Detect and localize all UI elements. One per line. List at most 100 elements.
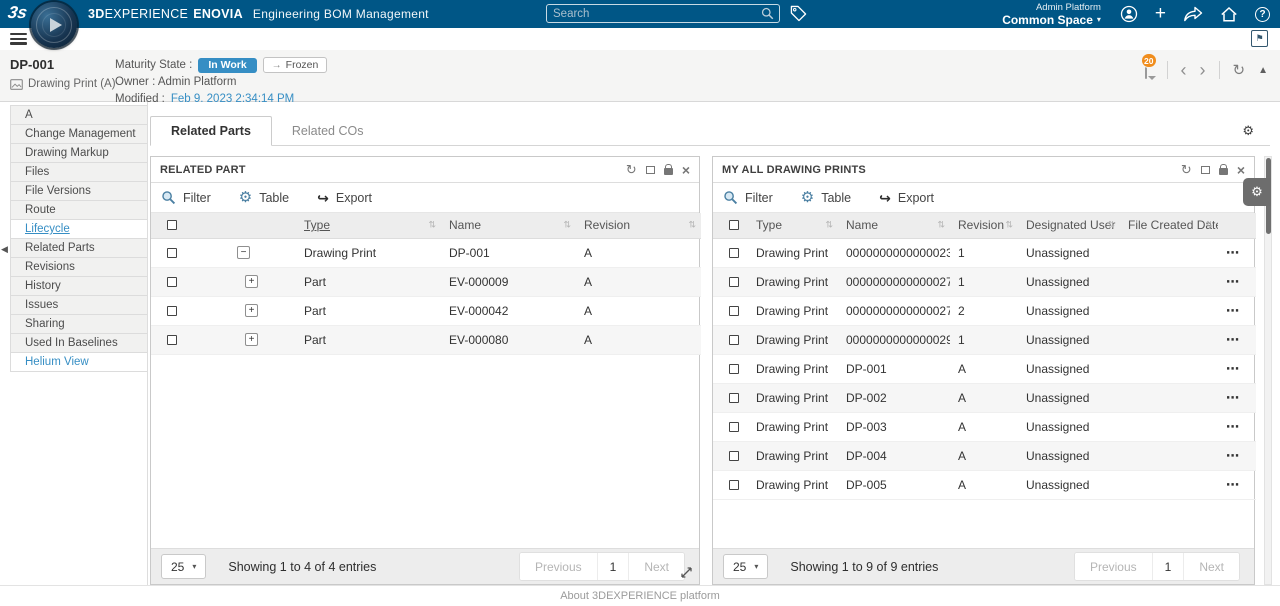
- sidebar-item-lifecycle[interactable]: Lifecycle: [11, 220, 147, 239]
- vertical-scrollbar[interactable]: [1264, 156, 1272, 585]
- sidebar-item-revisions[interactable]: Revisions: [11, 258, 147, 277]
- tab-related-cos[interactable]: Related COs: [272, 117, 384, 145]
- panel-lock-icon[interactable]: [1219, 168, 1228, 175]
- help-icon[interactable]: ?: [1255, 7, 1270, 22]
- row-checkbox[interactable]: [167, 306, 177, 316]
- sidebar-item-a[interactable]: A: [11, 106, 147, 125]
- row-actions-button[interactable]: ⋯: [1226, 390, 1240, 405]
- chevron-left-icon[interactable]: ‹: [1181, 62, 1187, 78]
- panel-resize-handle[interactable]: [680, 566, 693, 579]
- sidebar-item-related-parts[interactable]: Related Parts: [11, 239, 147, 258]
- export-button[interactable]: ↪ Export: [879, 191, 934, 205]
- row-actions-button[interactable]: ⋯: [1226, 448, 1240, 463]
- row-actions-button[interactable]: ⋯: [1226, 303, 1240, 318]
- panel-close-icon[interactable]: ×: [1237, 164, 1245, 176]
- next-button[interactable]: Next: [629, 553, 684, 580]
- home-icon[interactable]: [1220, 6, 1238, 23]
- row-actions-button[interactable]: ⋯: [1226, 419, 1240, 434]
- filter-button[interactable]: Filter: [723, 190, 773, 205]
- row-checkbox[interactable]: [167, 277, 177, 287]
- column-header-name[interactable]: Name⇅: [838, 213, 950, 238]
- column-header-type[interactable]: Type⇅: [748, 213, 838, 238]
- panel-close-icon[interactable]: ×: [682, 164, 690, 176]
- panel-maximize-icon[interactable]: [1201, 166, 1210, 174]
- row-checkbox[interactable]: [729, 364, 739, 374]
- sidebar-item-route[interactable]: Route: [11, 201, 147, 220]
- sidebar-item-history[interactable]: History: [11, 277, 147, 296]
- add-icon[interactable]: +: [1155, 5, 1166, 23]
- row-checkbox[interactable]: [729, 306, 739, 316]
- page-settings-gear-icon[interactable]: ⚙: [1242, 123, 1254, 139]
- tab-related-parts[interactable]: Related Parts: [150, 116, 272, 146]
- row-checkbox[interactable]: [729, 451, 739, 461]
- sidebar-item-files[interactable]: Files: [11, 163, 147, 182]
- column-header-revision[interactable]: Revision⇅: [950, 213, 1018, 238]
- collapse-header-icon[interactable]: ▲: [1258, 65, 1268, 76]
- next-button[interactable]: Next: [1184, 553, 1239, 580]
- sidebar-collapse-icon[interactable]: ◀: [1, 244, 8, 255]
- column-header-designated-user[interactable]: Designated User⇅: [1018, 213, 1120, 238]
- search-input[interactable]: [547, 8, 761, 20]
- page-number-button[interactable]: 1: [1153, 553, 1185, 580]
- previous-button[interactable]: Previous: [1075, 553, 1153, 580]
- row-actions-button[interactable]: ⋯: [1226, 477, 1240, 492]
- bookmark-icon[interactable]: ⚑: [1251, 30, 1268, 47]
- sidebar-item-issues[interactable]: Issues: [11, 296, 147, 315]
- panel-lock-icon[interactable]: [664, 168, 673, 175]
- sidebar-item-file-versions[interactable]: File Versions: [11, 182, 147, 201]
- state-badge-frozen[interactable]: → Frozen: [263, 57, 328, 73]
- column-header-revision[interactable]: Revision⇅: [576, 213, 701, 238]
- refresh-icon[interactable]: ↻: [1233, 61, 1246, 79]
- expand-row-button[interactable]: +: [245, 304, 258, 317]
- row-checkbox[interactable]: [167, 248, 177, 258]
- sidebar-item-change-management[interactable]: Change Management: [11, 125, 147, 144]
- table-button[interactable]: ⚙ Table: [239, 191, 289, 205]
- panel-refresh-icon[interactable]: ↻: [626, 164, 637, 176]
- page-size-select[interactable]: 25 ▾: [723, 554, 768, 579]
- expand-row-button[interactable]: +: [245, 333, 258, 346]
- page-size-select[interactable]: 25 ▾: [161, 554, 206, 579]
- column-header-type[interactable]: Type⇅: [296, 213, 441, 238]
- compass-icon[interactable]: [31, 2, 77, 48]
- row-checkbox[interactable]: [729, 277, 739, 287]
- workspace-selector[interactable]: Admin Platform Common Space▾: [1002, 1, 1101, 27]
- export-button[interactable]: ↪ Export: [317, 191, 372, 205]
- sidebar-item-drawing-markup[interactable]: Drawing Markup: [11, 144, 147, 163]
- row-checkbox[interactable]: [167, 335, 177, 345]
- row-checkbox[interactable]: [729, 393, 739, 403]
- chevron-right-icon[interactable]: ›: [1200, 62, 1206, 78]
- share-icon[interactable]: [1183, 6, 1203, 22]
- settings-flyout-gear-icon[interactable]: ⚙: [1243, 178, 1271, 206]
- sidebar-item-used-in-baselines[interactable]: Used In Baselines: [11, 334, 147, 353]
- column-header-name[interactable]: Name⇅: [441, 213, 576, 238]
- row-checkbox[interactable]: [729, 422, 739, 432]
- global-search[interactable]: [546, 4, 780, 23]
- menu-icon[interactable]: [10, 33, 27, 45]
- page-number-button[interactable]: 1: [598, 553, 630, 580]
- select-all-checkbox[interactable]: [167, 220, 177, 230]
- profile-icon[interactable]: [1120, 5, 1138, 23]
- expand-row-button[interactable]: +: [245, 275, 258, 288]
- filter-button[interactable]: Filter: [161, 190, 211, 205]
- cell-type: Part: [296, 267, 441, 296]
- row-checkbox[interactable]: [729, 480, 739, 490]
- sidebar-item-sharing[interactable]: Sharing: [11, 315, 147, 334]
- column-header-file-created-date[interactable]: File Created Date⇅: [1120, 213, 1218, 238]
- tag-icon[interactable]: [790, 5, 807, 22]
- panel-refresh-icon[interactable]: ↻: [1181, 164, 1192, 176]
- collapse-row-button[interactable]: −: [237, 246, 250, 259]
- row-checkbox[interactable]: [729, 335, 739, 345]
- row-checkbox[interactable]: [729, 248, 739, 258]
- sidebar-item-helium-view[interactable]: Helium View: [11, 353, 147, 372]
- table-button[interactable]: ⚙ Table: [801, 191, 851, 205]
- row-actions-button[interactable]: ⋯: [1226, 361, 1240, 376]
- row-actions-button[interactable]: ⋯: [1226, 245, 1240, 260]
- select-all-checkbox[interactable]: [729, 220, 739, 230]
- about-platform-link[interactable]: About 3DEXPERIENCE platform: [560, 590, 720, 602]
- panel-maximize-icon[interactable]: [646, 166, 655, 174]
- comments-button[interactable]: 20: [1145, 61, 1147, 79]
- search-icon[interactable]: [761, 7, 774, 20]
- row-actions-button[interactable]: ⋯: [1226, 332, 1240, 347]
- row-actions-button[interactable]: ⋯: [1226, 274, 1240, 289]
- previous-button[interactable]: Previous: [520, 553, 598, 580]
